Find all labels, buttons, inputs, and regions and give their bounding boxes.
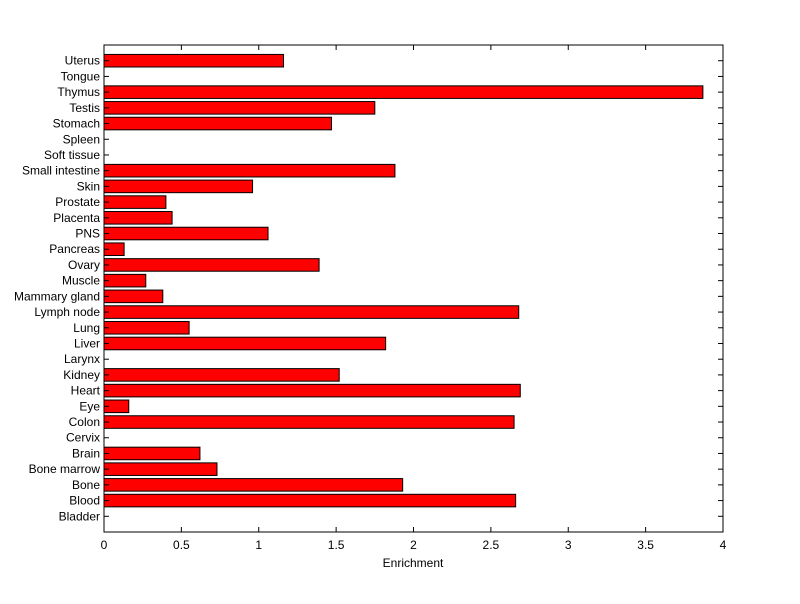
x-tick-label: 0.5 xyxy=(173,538,190,552)
x-tick-label: 3 xyxy=(565,538,572,552)
y-tick-label: Ovary xyxy=(68,258,100,272)
bar-brain xyxy=(103,446,201,461)
bar-prostate xyxy=(103,195,167,209)
bar-placenta xyxy=(103,211,173,225)
y-tick-label: Small intestine xyxy=(22,164,100,178)
y-tick-label: Kidney xyxy=(63,368,100,382)
bar-pns xyxy=(103,226,269,241)
y-tick-label: Brain xyxy=(72,446,100,460)
y-tick-label: Cervix xyxy=(66,431,100,445)
y-tick-label: Tongue xyxy=(61,69,101,83)
x-tick-label: 2 xyxy=(410,538,417,552)
bar-uterus xyxy=(103,53,285,68)
y-tick-label: Colon xyxy=(69,415,100,429)
x-tick-label: 1.5 xyxy=(328,538,345,552)
x-tick-label: 2.5 xyxy=(483,538,500,552)
y-tick-label: Blood xyxy=(69,494,100,508)
y-tick-label: Placenta xyxy=(53,211,100,225)
bar-colon xyxy=(103,415,515,429)
y-tick-label: Spleen xyxy=(63,132,100,146)
y-tick-label: Bladder xyxy=(59,509,100,523)
y-tick-label: Lung xyxy=(73,321,100,335)
y-tick-label: Soft tissue xyxy=(44,148,100,162)
bar-blood xyxy=(103,493,517,508)
y-tick-label: Liver xyxy=(74,336,100,350)
bar-bone-marrow xyxy=(103,462,218,476)
bar-testis xyxy=(103,101,376,115)
y-tick-label: Uterus xyxy=(65,54,100,68)
y-tick-label: Heart xyxy=(71,384,101,398)
x-tick-label: 0 xyxy=(101,538,108,552)
y-tick-label: Stomach xyxy=(53,117,100,131)
y-tick-label: Bone marrow xyxy=(29,462,101,476)
bar-lymph-node xyxy=(103,305,520,319)
bar-mammary-gland xyxy=(103,289,164,304)
x-tick-label: 1 xyxy=(255,538,262,552)
y-tick-label: Muscle xyxy=(62,274,100,288)
x-axis-label: Enrichment xyxy=(383,556,444,570)
y-tick-label: Eye xyxy=(79,399,100,413)
bars-group xyxy=(103,53,704,508)
bar-heart xyxy=(103,383,521,398)
y-tick-label: Lymph node xyxy=(34,305,100,319)
bar-muscle xyxy=(103,273,147,288)
x-tick-label: 3.5 xyxy=(637,538,654,552)
x-tick-label: 4 xyxy=(720,538,727,552)
bar-liver xyxy=(103,336,387,351)
y-tick-label: Thymus xyxy=(57,85,100,99)
y-tick-label: Skin xyxy=(77,179,100,193)
bar-small-intestine xyxy=(103,163,396,178)
y-tick-label: Bone xyxy=(72,478,100,492)
y-tick-label: PNS xyxy=(75,227,100,241)
bar-lung xyxy=(103,320,190,335)
bar-skin xyxy=(103,179,254,194)
bar-kidney xyxy=(103,368,340,382)
x-axis: 0 0.5 1 1.5 2 2.5 3 3.5 4 xyxy=(101,45,727,552)
bar-bone xyxy=(103,478,404,492)
y-tick-label: Prostate xyxy=(55,195,100,209)
y-tick-label: Mammary gland xyxy=(14,289,100,303)
bar-stomach xyxy=(103,116,332,131)
y-tick-label: Pancreas xyxy=(49,242,100,256)
bar-thymus xyxy=(103,85,704,99)
bar-ovary xyxy=(103,258,320,272)
y-tick-label: Testis xyxy=(69,101,100,115)
y-tick-label: Larynx xyxy=(64,352,100,366)
